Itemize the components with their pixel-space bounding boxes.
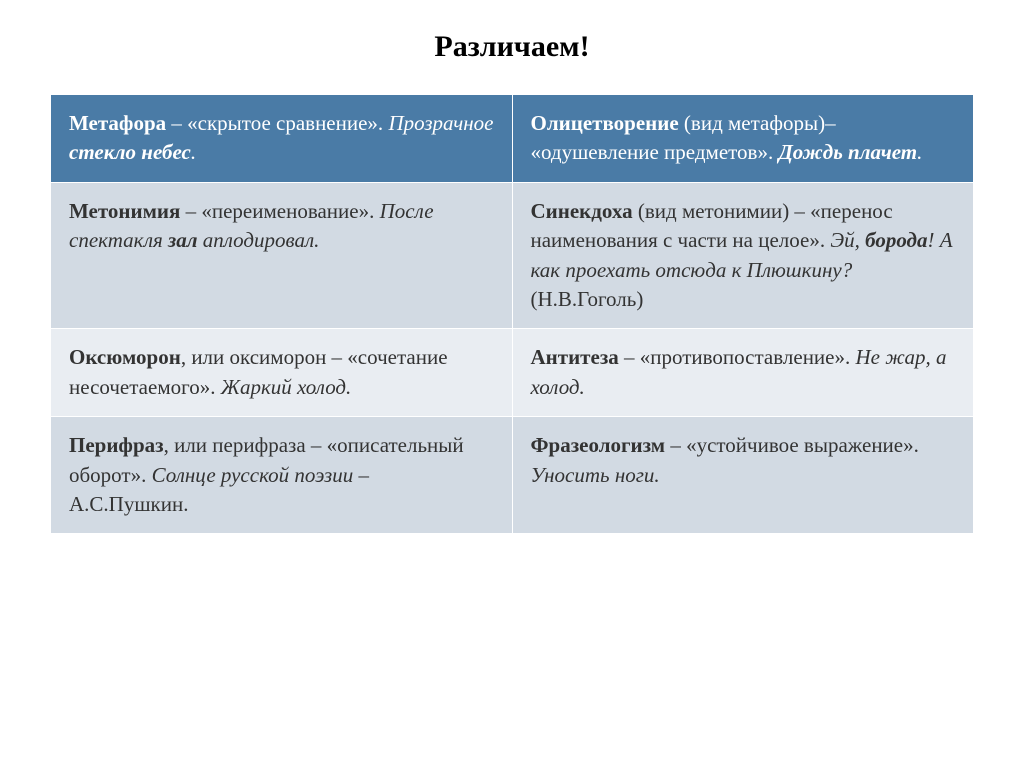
example-text: аплодировал. bbox=[198, 228, 320, 252]
term-label: Метонимия bbox=[69, 199, 180, 223]
cell-metonymy: Метонимия – «переименование». После спек… bbox=[51, 182, 513, 329]
cell-antithesis: Антитеза – «противопоставление». Не жар,… bbox=[512, 329, 974, 417]
example-text: Жаркий холод. bbox=[221, 375, 352, 399]
term-definition: – «переименование». bbox=[180, 199, 379, 223]
term-label: Антитеза bbox=[531, 345, 619, 369]
term-label: Метафора bbox=[69, 111, 166, 135]
example-highlight: борода bbox=[865, 228, 927, 252]
cell-phraseologism: Фразеологизм – «устойчивое выражение». У… bbox=[512, 417, 974, 534]
term-definition: , или окс bbox=[181, 345, 259, 369]
example-text: Прозрачное bbox=[388, 111, 493, 135]
term-definition: – «противопоставление». bbox=[619, 345, 856, 369]
term-label: Олицетворение bbox=[531, 111, 679, 135]
term-definition: – «устойчивое выражение». bbox=[665, 433, 919, 457]
example-text: Эй, bbox=[830, 228, 865, 252]
example-highlight: зал bbox=[168, 228, 197, 252]
term-label: Оксюморон bbox=[69, 345, 181, 369]
example-highlight: Дождь плачет bbox=[778, 140, 917, 164]
table-row: Метонимия – «переименование». После спек… bbox=[51, 182, 974, 329]
example-text: Уносить ноги. bbox=[531, 463, 660, 487]
slide-container: Различаем! Метафора – «скрытое сравнение… bbox=[0, 0, 1024, 767]
example-highlight: стекло небес bbox=[69, 140, 191, 164]
table-row: Оксюморон, или оксиморон – «сочетание не… bbox=[51, 329, 974, 417]
stress-accent: а bbox=[279, 433, 288, 457]
example-text: . bbox=[191, 140, 196, 164]
term-label: Фразеологизм bbox=[531, 433, 666, 457]
term-definition: , или перифр bbox=[164, 433, 279, 457]
stress-accent: и bbox=[259, 345, 270, 369]
example-text: . bbox=[917, 140, 922, 164]
table-row: Метафора – «скрытое сравнение». Прозрачн… bbox=[51, 95, 974, 183]
cell-personification: Олицетворение (вид метафоры)– «одушевлен… bbox=[512, 95, 974, 183]
example-text: Солнце русской поэзии bbox=[152, 463, 354, 487]
cell-oxymoron: Оксюморон, или оксиморон – «сочетание не… bbox=[51, 329, 513, 417]
term-label: Синекдоха bbox=[531, 199, 633, 223]
term-label: Перифраз bbox=[69, 433, 164, 457]
slide-title: Различаем! bbox=[50, 30, 974, 64]
comparison-table: Метафора – «скрытое сравнение». Прозрачн… bbox=[50, 94, 974, 534]
citation: (Н.В.Гоголь) bbox=[531, 287, 644, 311]
table-row: Перифраз, или перифраза – «описательный … bbox=[51, 417, 974, 534]
cell-synecdoche: Синекдоха (вид метонимии) – «перенос наи… bbox=[512, 182, 974, 329]
cell-metaphor: Метафора – «скрытое сравнение». Прозрачн… bbox=[51, 95, 513, 183]
term-definition: – «скрытое сравнение». bbox=[166, 111, 388, 135]
cell-periphrasis: Перифраз, или перифраза – «описательный … bbox=[51, 417, 513, 534]
